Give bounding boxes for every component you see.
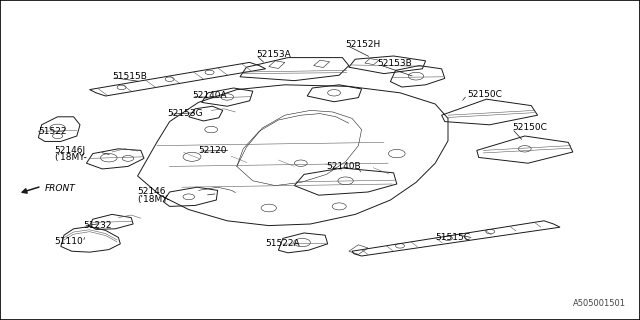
Text: FRONT: FRONT	[45, 184, 76, 193]
Text: 52146: 52146	[138, 188, 166, 196]
Text: 52153A: 52153A	[256, 50, 291, 59]
Text: 51522A: 51522A	[266, 239, 300, 248]
Text: 51515C: 51515C	[435, 233, 470, 242]
Text: 51515B: 51515B	[112, 72, 147, 81]
Text: 51110: 51110	[54, 237, 83, 246]
Text: 52150C: 52150C	[467, 90, 502, 99]
Text: ('18MY-: ('18MY-	[54, 153, 87, 162]
Text: 51522: 51522	[38, 127, 67, 136]
Text: 52150C: 52150C	[512, 124, 547, 132]
Text: 52152H: 52152H	[346, 40, 381, 49]
Text: ('18MY-: ('18MY-	[138, 195, 170, 204]
Text: 51232: 51232	[83, 221, 112, 230]
Text: 52140B: 52140B	[326, 162, 361, 171]
Text: 52153B: 52153B	[378, 60, 412, 68]
Text: 52146J: 52146J	[54, 146, 86, 155]
Text: A505001501: A505001501	[573, 299, 626, 308]
Text: 52120: 52120	[198, 146, 227, 155]
Text: 52153G: 52153G	[168, 109, 204, 118]
Text: 52140A: 52140A	[192, 92, 227, 100]
